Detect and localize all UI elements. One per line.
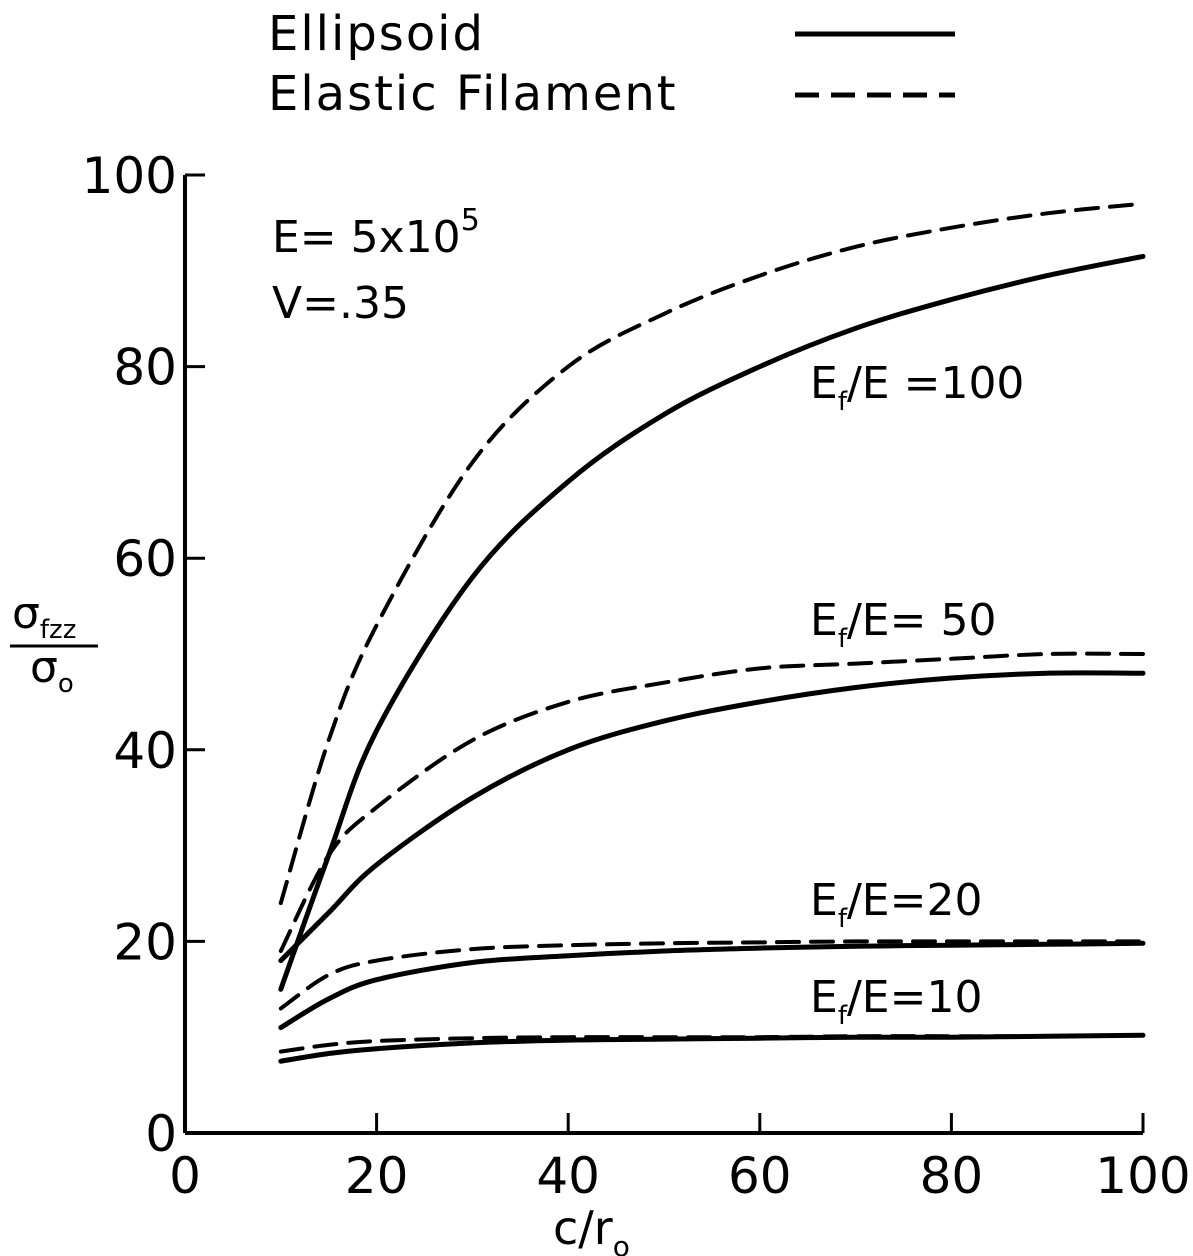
legend: Ellipsoid Elastic Filament xyxy=(268,6,955,122)
y-axis-label-denominator-symbol: σ xyxy=(30,642,58,693)
y-axis-label-denominator-sub: o xyxy=(58,669,74,699)
ratio-label-100: Ef/E =100 xyxy=(810,358,1024,417)
y-axis-label: σfzz σo xyxy=(10,588,98,699)
param-E-base: E= 5x10 xyxy=(272,212,461,263)
ratio-label-20-E: E xyxy=(810,875,838,926)
y-ticks xyxy=(185,173,205,943)
x-axis-label: c/ro xyxy=(553,1201,630,1256)
ratio-label-10: Ef/E=10 xyxy=(810,972,982,1031)
legend-label-ellipsoid: Ellipsoid xyxy=(268,6,485,62)
series-10-elastic-filament-line xyxy=(278,1033,1145,1054)
axes: 0 20 40 60 80 100 0 20 40 60 80 100 xyxy=(82,147,1191,1205)
param-E-exponent: 5 xyxy=(461,203,480,238)
ratio-label-50-rest: /E= 50 xyxy=(847,595,996,646)
ratio-label-50: Ef/E= 50 xyxy=(810,595,996,654)
y-axis-label-denominator: σo xyxy=(30,642,74,699)
ratio-label-100-E: E xyxy=(810,358,838,409)
y-tick-labels: 0 20 40 60 80 100 xyxy=(82,147,177,1163)
x-axis-label-sub: o xyxy=(613,1230,630,1256)
y-axis-label-numerator-symbol: σ xyxy=(12,588,40,639)
ratio-label-100-sub: f xyxy=(838,387,848,417)
ratio-label-100-rest: /E =100 xyxy=(847,358,1024,409)
x-tick-label-20: 20 xyxy=(345,1147,409,1205)
ratio-label-10-sub: f xyxy=(838,1001,848,1031)
x-tick-label-100: 100 xyxy=(1095,1147,1190,1205)
x-tick-label-80: 80 xyxy=(920,1147,984,1205)
series-100-elastic-filament-line xyxy=(278,201,1145,906)
series-50-elastic-filament-line xyxy=(278,651,1145,953)
ratio-label-10-rest: /E=10 xyxy=(847,972,982,1023)
y-axis-label-numerator: σfzz xyxy=(12,588,76,645)
ratio-label-10-E: E xyxy=(810,972,838,1023)
series-10-ellipsoid-line xyxy=(278,1032,1146,1064)
x-ticks xyxy=(375,1113,1145,1133)
ratio-label-50-sub: f xyxy=(838,624,848,654)
x-tick-labels: 0 20 40 60 80 100 xyxy=(169,1147,1191,1205)
legend-label-elastic-filament: Elastic Filament xyxy=(268,66,678,122)
curves xyxy=(278,201,1146,1064)
y-tick-label-0: 0 xyxy=(145,1105,177,1163)
x-tick-label-0: 0 xyxy=(169,1147,201,1205)
y-tick-label-20: 20 xyxy=(113,913,177,971)
y-axis-label-numerator-sub: fzz xyxy=(40,615,76,645)
series-100-ellipsoid-line xyxy=(278,253,1146,992)
ratio-label-20: Ef/E=20 xyxy=(810,875,982,934)
param-E: E= 5x105 xyxy=(272,203,480,263)
series-50-ellipsoid-line xyxy=(278,670,1146,964)
param-nu: V=.35 xyxy=(272,278,409,329)
x-axis-label-main: c/r xyxy=(553,1201,613,1255)
y-tick-label-40: 40 xyxy=(113,722,177,780)
ratio-labels: Ef/E =100 Ef/E= 50 Ef/E=20 Ef/E=10 xyxy=(810,358,1024,1031)
ratio-label-50-E: E xyxy=(810,595,838,646)
series-20-elastic-filament-line xyxy=(278,939,1145,1011)
parameter-annotation: E= 5x105 V=.35 xyxy=(272,203,480,329)
y-tick-label-80: 80 xyxy=(113,339,177,397)
x-tick-label-40: 40 xyxy=(536,1147,600,1205)
y-tick-label-100: 100 xyxy=(82,147,177,205)
series-20-ellipsoid-line xyxy=(278,940,1146,1031)
ratio-label-20-rest: /E=20 xyxy=(847,875,982,926)
y-tick-label-60: 60 xyxy=(113,530,177,588)
ratio-label-20-sub: f xyxy=(838,904,848,934)
x-tick-label-60: 60 xyxy=(728,1147,792,1205)
